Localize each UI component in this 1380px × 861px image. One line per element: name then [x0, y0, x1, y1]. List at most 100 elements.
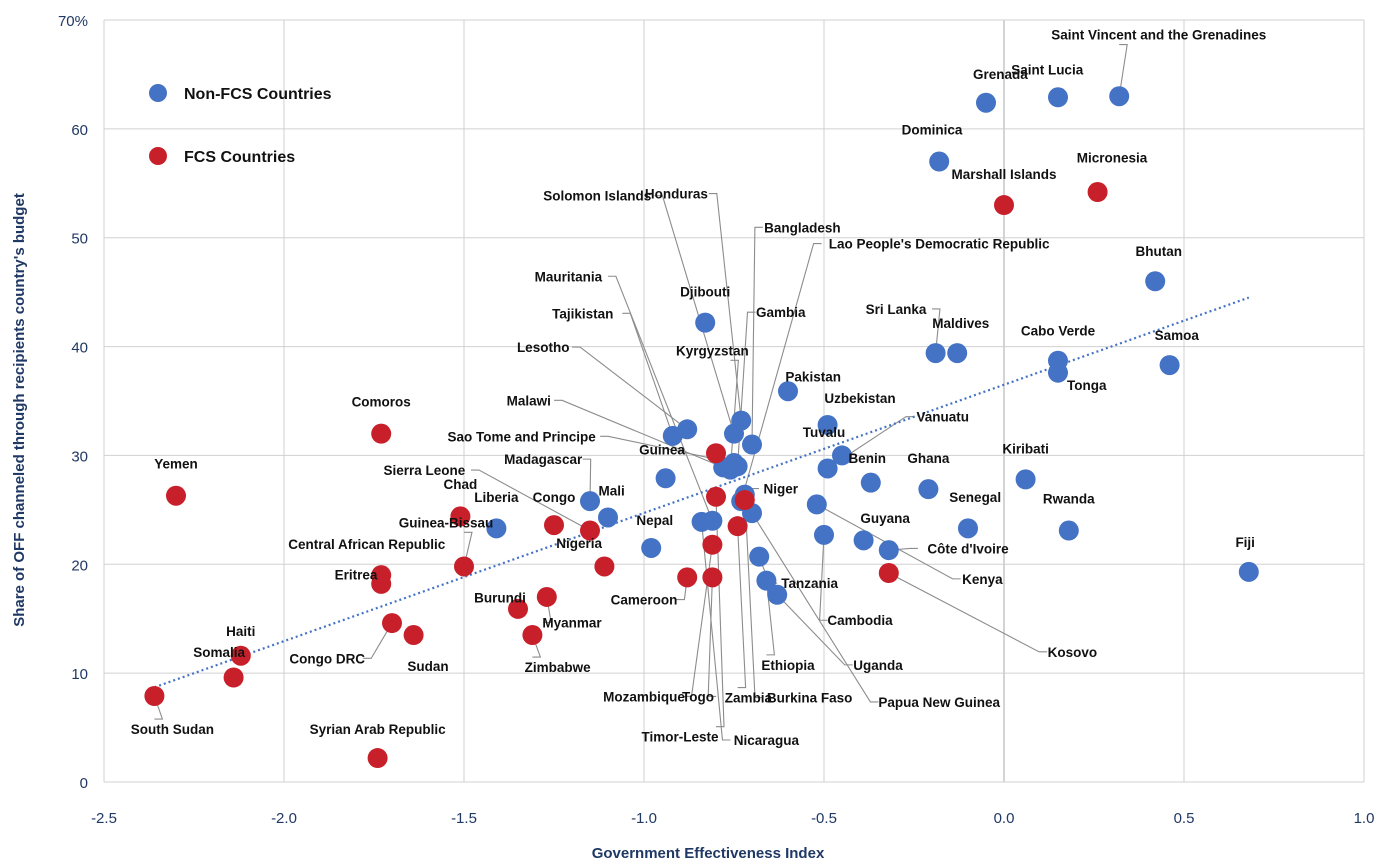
fcs-point-niger [734, 490, 755, 511]
label-sao-tome-and-principe: Sao Tome and Principe [447, 429, 596, 444]
non-fcs-point-tuvalu [832, 445, 852, 466]
fcs-point-myanmar [536, 586, 557, 607]
leader-line-saint-vincent-and-the-grenadines [1118, 44, 1128, 97]
x-axis-title: Government Effectiveness Index [592, 845, 825, 861]
label-mozambique: Mozambique [603, 689, 685, 704]
label-haiti: Haiti [226, 624, 255, 639]
label-south-sudan: South Sudan [131, 722, 214, 737]
non-fcs-point-kenya [806, 494, 827, 515]
non-fcs-point-tanzania [749, 546, 770, 567]
non-fcs-point-nicaragua [691, 511, 712, 532]
label-lao-people-s-democratic-republic: Lao People's Democratic Republic [829, 237, 1050, 252]
label-pakistan: Pakistan [785, 369, 841, 384]
label-kiribati: Kiribati [1002, 441, 1049, 456]
fcs-point-cameroon [677, 567, 698, 588]
leader-line-uganda [776, 594, 853, 666]
label-rwanda: Rwanda [1043, 491, 1095, 506]
label-papua-new-guinea: Papua New Guinea [878, 695, 1000, 710]
x-tick-label: -2.0 [271, 810, 297, 827]
leader-line-zambia [737, 526, 747, 689]
label-syrian-arab-republic: Syrian Arab Republic [310, 722, 447, 737]
label-micronesia: Micronesia [1077, 151, 1148, 166]
label-dominica: Dominica [902, 122, 963, 137]
fcs-point-guinea-bissau-red-mid [706, 443, 726, 464]
label-senegal: Senegal [949, 490, 1001, 505]
fcs-point-eritrea [371, 573, 392, 594]
fcs-point-congo-drc [382, 613, 402, 634]
label-somalia: Somalia [193, 645, 245, 660]
non-fcs-point-madagascar [580, 491, 600, 512]
non-fcs-point-liberia [486, 518, 507, 539]
leader-line-vanuatu [827, 416, 914, 469]
fcs-point-zambia [727, 516, 748, 537]
label-guinea-bissau: Guinea-Bissau [399, 515, 494, 530]
fcs-point-togo [702, 567, 723, 588]
x-tick-label: 0.5 [1174, 810, 1195, 827]
fcs-point-somalia [223, 667, 244, 688]
non-fcs-point-benin [860, 472, 881, 493]
label-saint-lucia: Saint Lucia [1011, 62, 1084, 77]
non-fcs-point-cambodia [814, 524, 834, 545]
legend-label-non-fcs: Non-FCS Countries [184, 86, 332, 103]
label-marshall-islands: Marshall Islands [951, 167, 1056, 182]
fcs-point-zimbabwe [522, 625, 543, 646]
y-tick-label: 70% [58, 13, 88, 30]
label-eritrea: Eritrea [335, 568, 378, 583]
fcs-point-sierra-leone [580, 520, 600, 541]
legend-marker-fcs [149, 147, 167, 165]
non-fcs-point-guyana [853, 530, 874, 551]
label-mali: Mali [598, 484, 624, 499]
y-axis-title: Share of OFF channeled through recipient… [11, 193, 28, 627]
label-burundi: Burundi [474, 590, 526, 605]
label-central-african-republic: Central African Republic [288, 537, 446, 552]
label-saint-vincent-and-the-grenadines: Saint Vincent and the Grenadines [1051, 28, 1266, 43]
x-tick-label: -1.0 [631, 810, 657, 827]
fcs-point-marshall-islands [994, 195, 1014, 216]
label-fiji: Fiji [1235, 535, 1255, 550]
label-cabo-verde: Cabo Verde [1021, 324, 1096, 339]
label-congo: Congo [533, 490, 576, 505]
non-fcs-point-senegal [958, 518, 978, 539]
label-malawi: Malawi [507, 393, 551, 408]
non-fcs-point-uzbekistan [817, 414, 838, 435]
fcs-point-mozambique [702, 534, 723, 555]
label-bhutan: Bhutan [1136, 244, 1183, 259]
leader-line-solomon-islands [654, 195, 735, 434]
leader-line-ethiopia [765, 580, 776, 656]
trendline-dotted [154, 296, 1250, 689]
leader-line-congo-drc [363, 622, 393, 659]
fcs-point-kosovo [878, 562, 899, 583]
fcs-point-haiti [230, 645, 251, 666]
leader-line-kenya [816, 503, 961, 580]
non-fcs-point-pakistan [778, 381, 798, 402]
non-fcs-point-rwanda [1058, 520, 1079, 541]
non-fcs-point-kiribati [1015, 469, 1036, 490]
label-solomon-islands: Solomon Islands [543, 189, 651, 204]
non-fcs-point-djibouti [695, 312, 716, 333]
label-myanmar: Myanmar [542, 615, 602, 630]
fcs-point-yemen [166, 485, 186, 506]
fcs-point-congo [544, 515, 564, 536]
non-fcs-point-nepal [641, 537, 662, 558]
non-fcs-point-saint-lucia [1048, 87, 1068, 108]
x-tick-label: 1.0 [1354, 810, 1375, 827]
y-tick-label: 50 [71, 231, 88, 248]
leader-line-kosovo [888, 572, 1048, 653]
non-fcs-point-samoa [1159, 355, 1180, 376]
axes: -2.5 -2.0 -1.5 -1.0 -0.5 0.0 0.5 1.0 0 10 20 30 40 50… [58, 13, 1374, 827]
fcs-point-syrian-arab-republic [367, 748, 388, 769]
label-leader-lines [153, 44, 1128, 741]
label-uzbekistan: Uzbekistan [824, 391, 895, 406]
label-benin: Benin [848, 451, 886, 466]
grid [103, 19, 1365, 783]
y-tick-label: 0 [80, 775, 88, 792]
label-djibouti: Djibouti [680, 284, 730, 299]
label-zambia: Zambia [725, 691, 773, 706]
label-grenada: Grenada [973, 67, 1028, 82]
label-sudan: Sudan [407, 659, 448, 674]
non-fcs-point-solomon-islands [724, 423, 744, 444]
label-tonga: Tonga [1067, 378, 1107, 393]
legend-label-fcs: FCS Countries [184, 149, 295, 166]
label-cameroon: Cameroon [611, 593, 678, 608]
leader-line-bangladesh [751, 226, 763, 445]
